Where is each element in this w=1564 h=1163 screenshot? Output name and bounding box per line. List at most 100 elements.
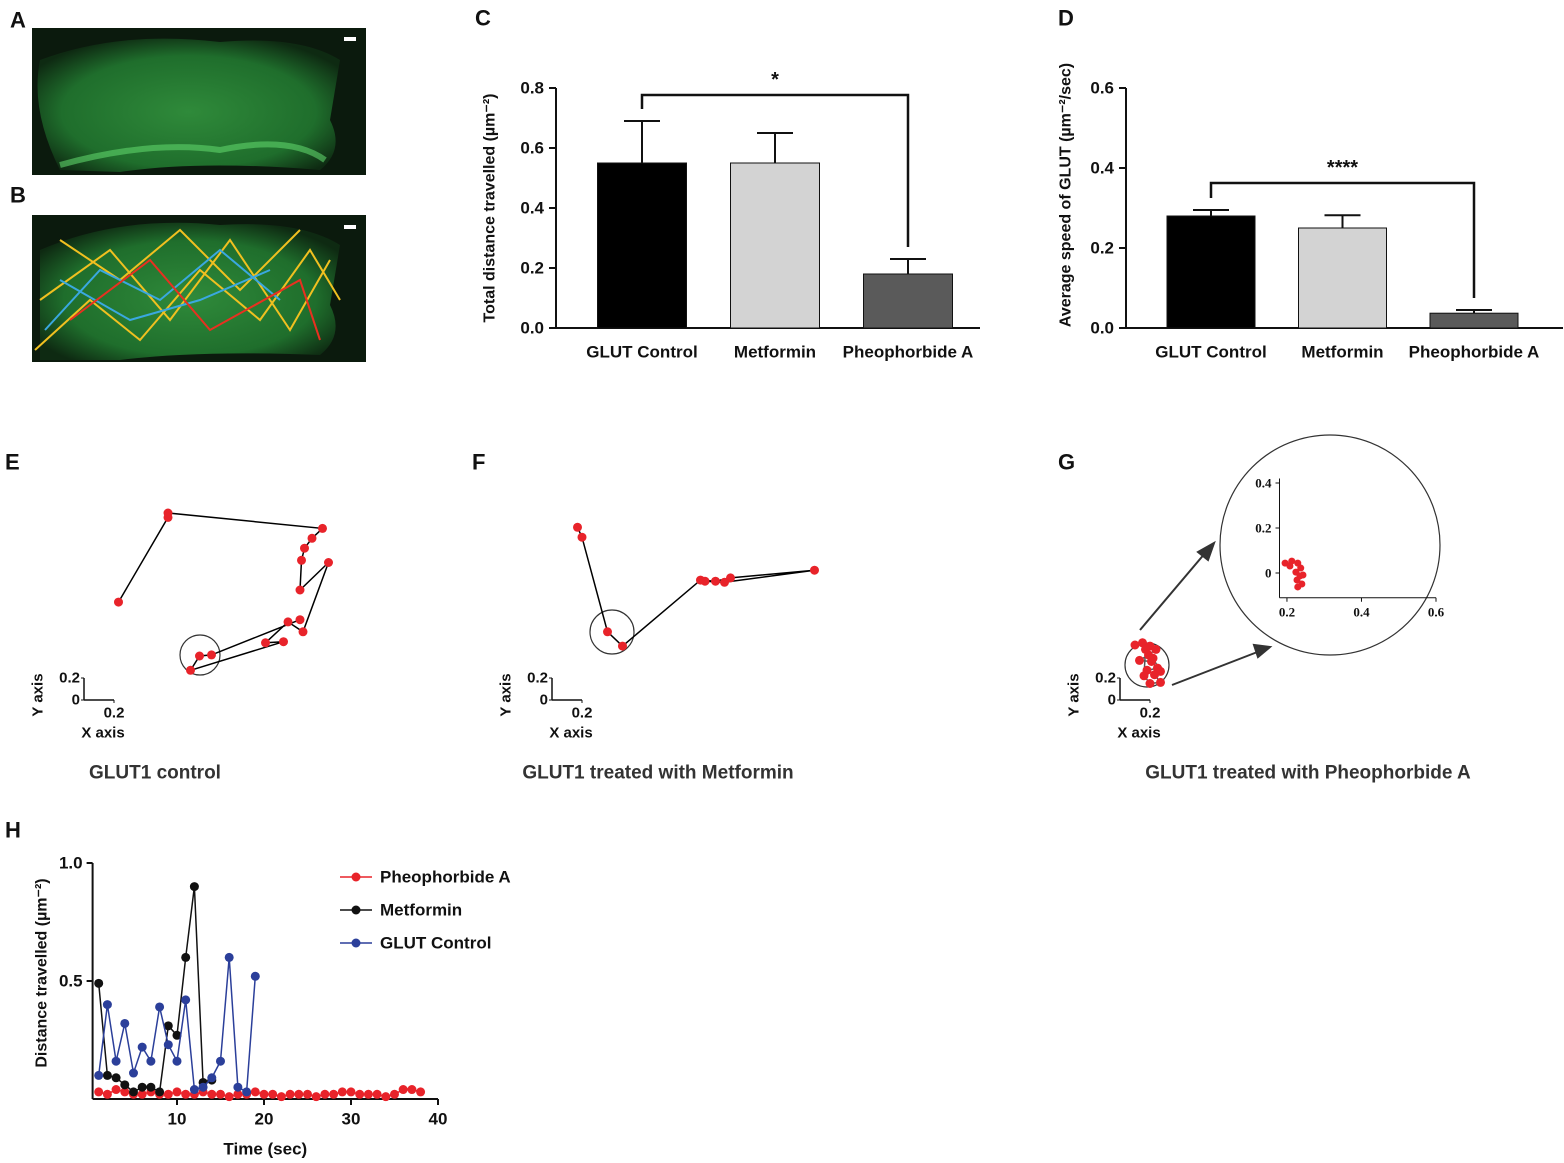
legend-label: GLUT Control — [380, 934, 491, 953]
point — [186, 665, 195, 675]
point — [102, 1070, 112, 1080]
x-tick-label: 0.2 — [572, 705, 593, 722]
point — [810, 565, 819, 575]
point — [233, 1089, 243, 1099]
point — [261, 638, 270, 648]
point — [700, 576, 710, 586]
point — [573, 522, 582, 532]
panel-label: C — [475, 6, 491, 31]
x-tick-label: 0.2 — [104, 705, 125, 722]
point — [259, 1089, 269, 1099]
point — [324, 558, 333, 567]
point — [189, 882, 199, 892]
point — [1130, 640, 1140, 650]
point — [207, 650, 216, 660]
point — [307, 533, 317, 543]
point — [294, 1089, 304, 1099]
point — [224, 952, 234, 962]
point — [181, 952, 191, 962]
significance-label: **** — [1327, 157, 1358, 179]
bar — [1166, 215, 1256, 329]
point — [163, 508, 173, 518]
point — [163, 1040, 173, 1050]
caption: GLUT1 treated with Pheophorbide A — [1145, 763, 1471, 784]
point — [363, 1089, 373, 1099]
point — [1135, 655, 1144, 665]
y-tick-label: 0.6 — [520, 139, 544, 158]
point — [155, 1002, 165, 1012]
bar — [1429, 312, 1519, 329]
point — [102, 1089, 112, 1099]
point — [207, 1073, 217, 1083]
zoom-arrows — [1139, 540, 1273, 686]
point — [111, 1085, 121, 1095]
x-tick-label: 10 — [168, 1110, 187, 1129]
trajectory-line — [576, 526, 815, 648]
y-tick-label: 0.2 — [1255, 521, 1271, 536]
point — [111, 1056, 121, 1066]
point — [711, 576, 720, 586]
point — [603, 627, 612, 637]
point — [120, 1018, 130, 1028]
point — [355, 1089, 365, 1099]
point — [155, 1087, 165, 1097]
point — [1145, 679, 1155, 688]
point — [1286, 562, 1294, 570]
y-tick-label: 0.0 — [520, 319, 544, 338]
point — [283, 617, 293, 627]
legend-marker — [351, 905, 361, 915]
y-tick-label: 0 — [1265, 566, 1272, 581]
point — [114, 597, 123, 607]
point — [207, 1089, 217, 1099]
point — [163, 1089, 173, 1099]
bar — [1298, 227, 1387, 329]
point — [163, 1021, 173, 1031]
panel-label: D — [1058, 6, 1074, 31]
point — [285, 1089, 295, 1099]
caption: GLUT1 treated with Metformin — [522, 763, 793, 784]
point — [389, 1089, 399, 1099]
point — [337, 1087, 347, 1097]
highlight-circle — [589, 609, 635, 655]
significance-bracket — [640, 93, 910, 247]
point — [300, 543, 309, 553]
x-tick-label: GLUT Control — [586, 343, 697, 362]
y-tick-label: 0.4 — [520, 199, 544, 218]
y-tick-label: 0.2 — [1095, 670, 1116, 687]
y-tick-label: 0.4 — [1090, 159, 1114, 178]
y-axis-label: Distance travelled (µm⁻²) — [34, 878, 51, 1067]
point — [250, 1087, 260, 1097]
x-tick-label: Metformin — [1301, 343, 1383, 362]
point — [94, 978, 104, 988]
point — [276, 1092, 286, 1102]
point — [250, 971, 260, 981]
y-axis-label: Total distance travelled (µm⁻²) — [482, 94, 499, 323]
point — [295, 585, 305, 595]
bar — [863, 273, 953, 329]
x-axis-label: X axis — [1117, 725, 1160, 742]
x-tick-label: GLUT Control — [1155, 343, 1266, 362]
point — [128, 1068, 138, 1078]
point — [181, 995, 191, 1005]
significance-bracket — [1209, 181, 1476, 298]
point — [398, 1085, 408, 1095]
y-tick-label: 0.2 — [1090, 239, 1114, 258]
y-tick-label: 0.0 — [1090, 319, 1114, 338]
point — [1294, 583, 1302, 591]
point — [295, 615, 305, 625]
point — [94, 1070, 104, 1080]
y-tick-label: 0.4 — [1255, 476, 1272, 491]
point — [215, 1089, 225, 1099]
panel-label: B — [10, 183, 26, 208]
y-tick-label: 0.6 — [1090, 79, 1114, 98]
point — [1293, 576, 1301, 584]
micrograph-b — [32, 215, 366, 362]
legend-label: Pheophorbide A — [380, 868, 511, 887]
panel-label: G — [1058, 450, 1075, 475]
x-tick-label: 0.2 — [1140, 705, 1161, 722]
panel-label: E — [5, 450, 20, 475]
point — [224, 1092, 234, 1102]
x-axis-label: X axis — [549, 725, 592, 742]
highlight-circle — [179, 634, 221, 676]
